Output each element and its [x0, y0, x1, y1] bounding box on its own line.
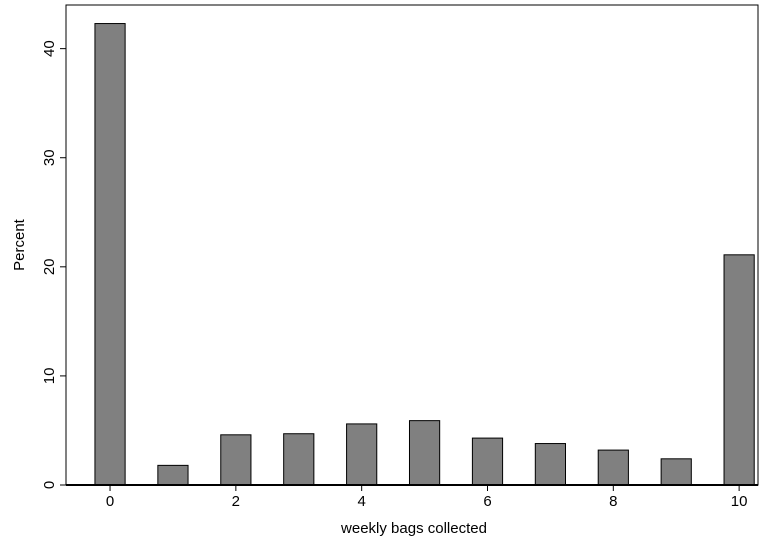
y-axis-label: Percent	[11, 218, 28, 271]
y-axis-ticks: 0 10 20 30 40	[41, 40, 66, 489]
bar-1	[157, 464, 189, 486]
y-tick-label-10: 10	[41, 368, 58, 385]
x-tick-label-8: 8	[609, 493, 617, 510]
y-tick-label-0: 0	[41, 481, 58, 489]
bar-0	[94, 23, 126, 486]
bar-7	[534, 443, 566, 486]
x-axis-ticks: 0 2 4 6 8 10	[106, 485, 748, 510]
bar-4	[346, 423, 378, 486]
bar-5	[408, 420, 441, 486]
x-axis-label: weekly bags collected	[340, 520, 487, 537]
x-tick-label-4: 4	[358, 493, 366, 510]
y-tick-label-30: 30	[41, 149, 58, 166]
bar-9	[660, 458, 692, 486]
bar-6	[471, 437, 504, 486]
plot-frame	[65, 4, 759, 486]
x-tick-label-2: 2	[232, 493, 240, 510]
y-tick-label-20: 20	[41, 258, 58, 275]
bar-8	[597, 449, 629, 486]
bar-10	[723, 254, 755, 486]
x-tick-label-10: 10	[731, 493, 748, 510]
bars-group	[94, 23, 755, 486]
x-tick-label-6: 6	[483, 493, 491, 510]
x-tick-label-0: 0	[106, 493, 114, 510]
bar-2	[220, 434, 252, 486]
y-tick-label-40: 40	[41, 40, 58, 57]
bar-3	[283, 433, 315, 486]
